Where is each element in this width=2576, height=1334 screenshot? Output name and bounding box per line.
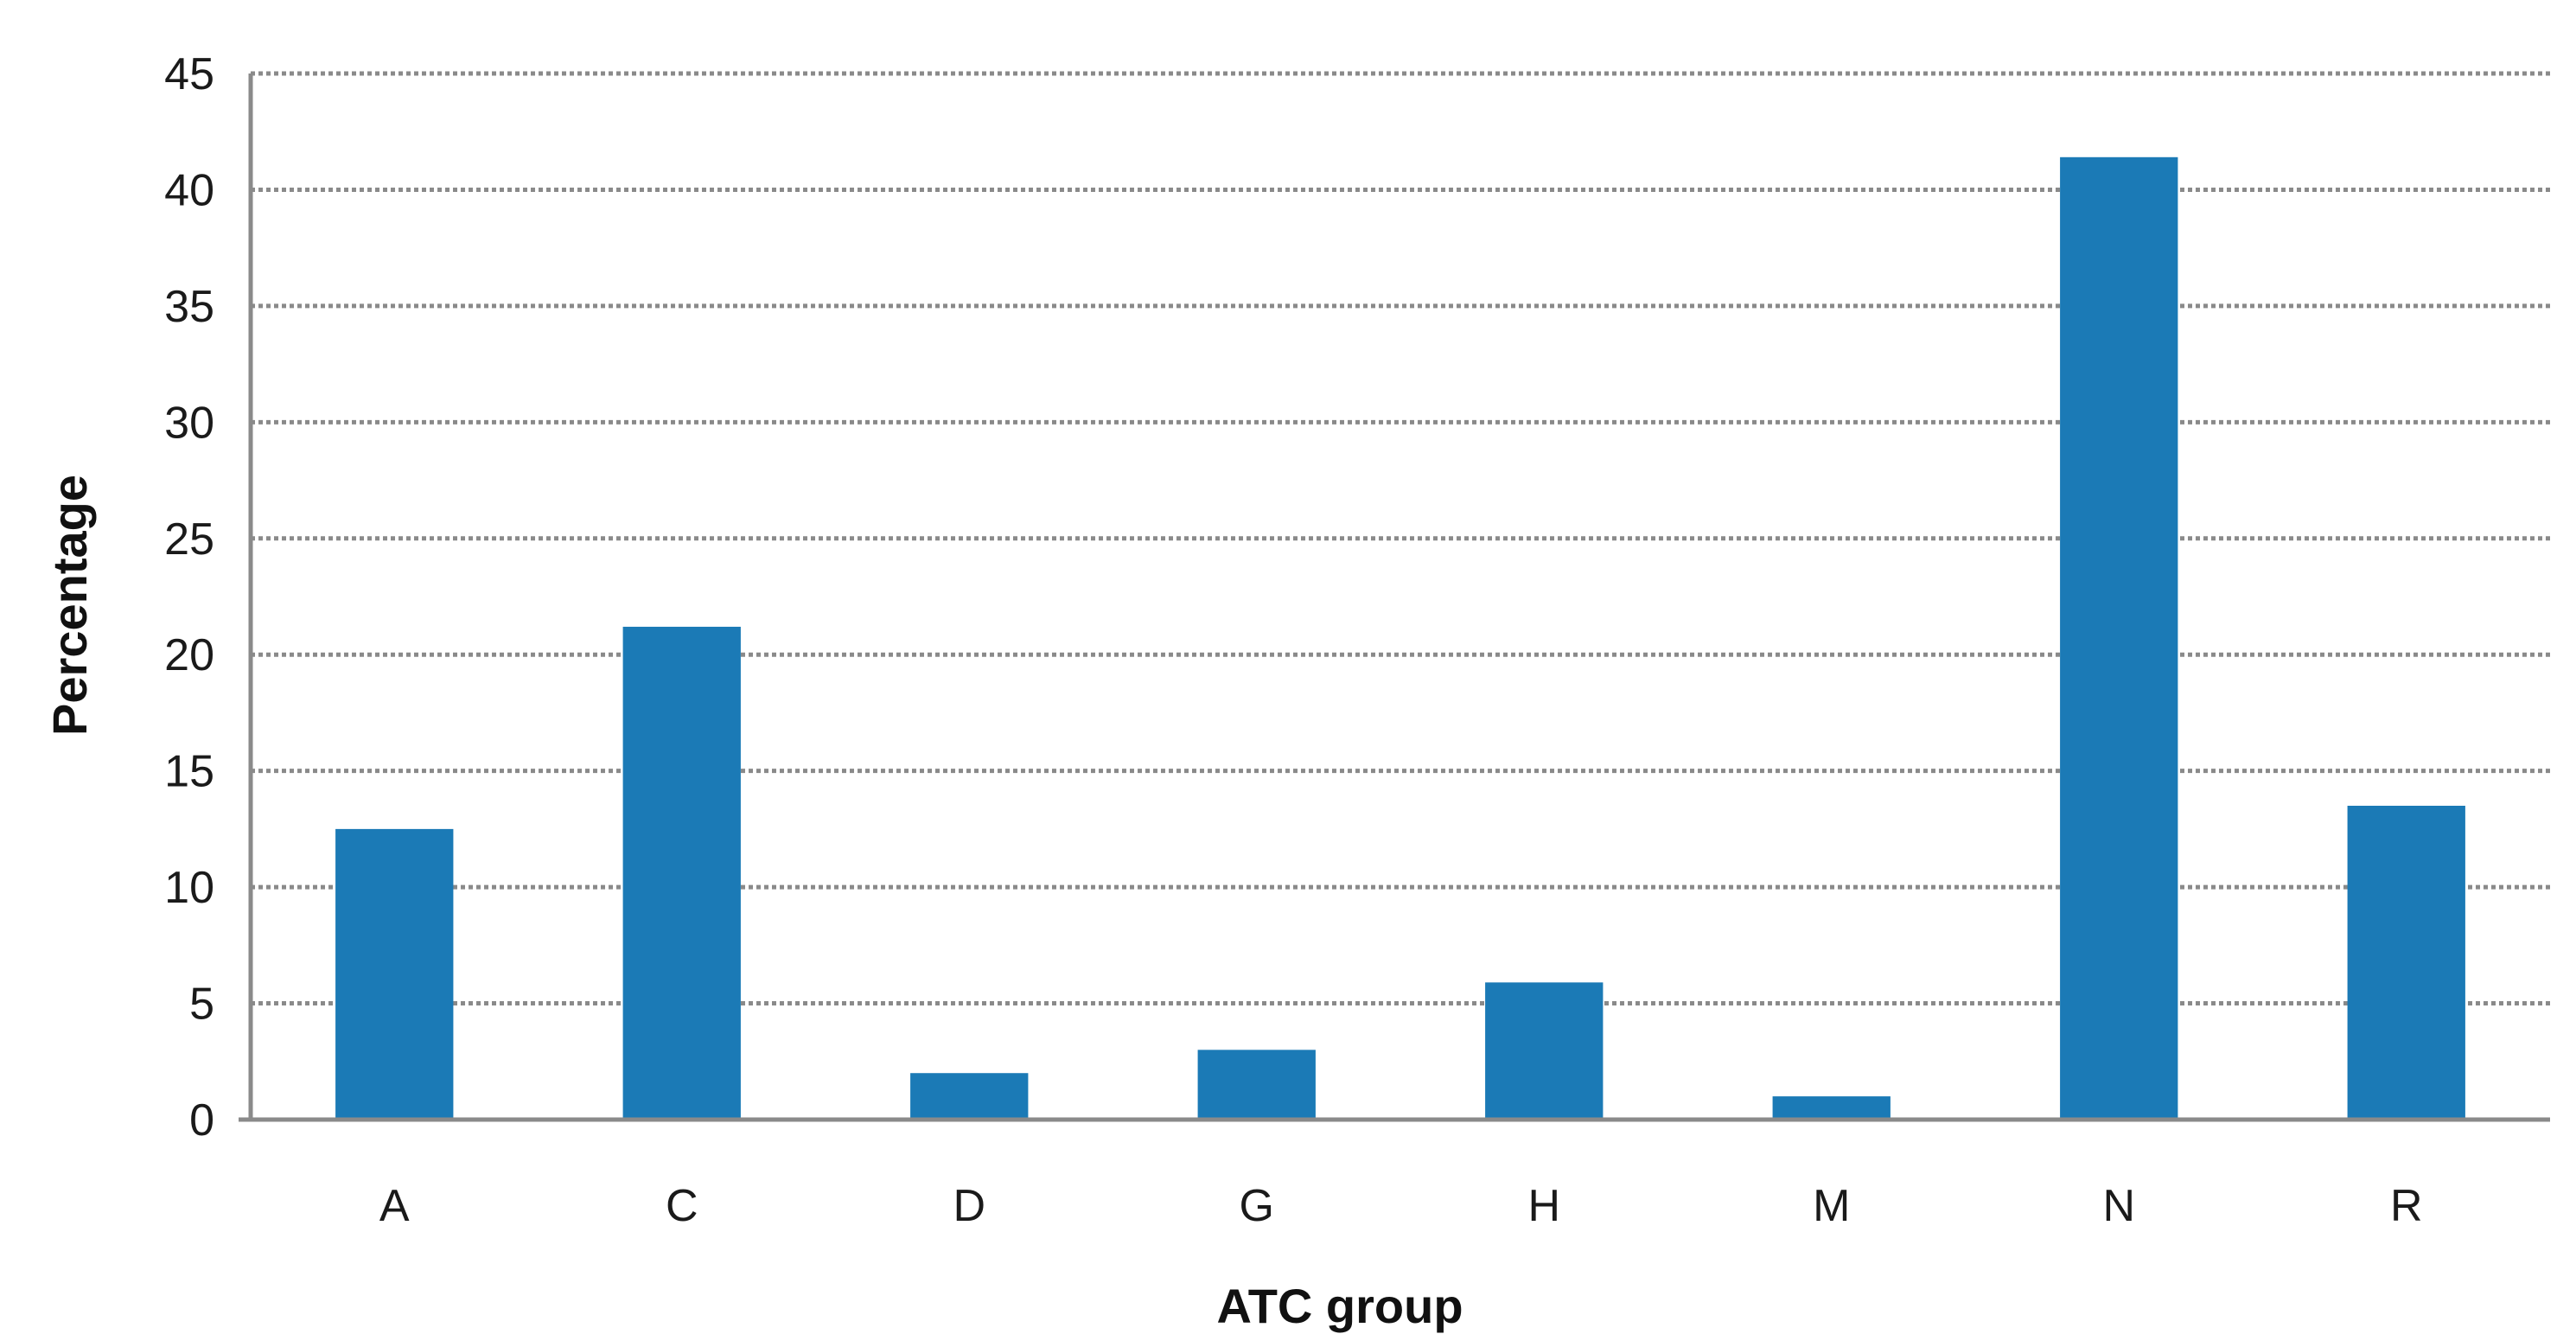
- bar-a: [335, 828, 454, 1120]
- y-tick-label: 35: [164, 282, 214, 332]
- x-tick-label-g: G: [1240, 1181, 1274, 1231]
- gridlines: [251, 71, 2550, 1006]
- y-tick-label: 25: [164, 514, 214, 565]
- x-axis-title: ATC group: [1216, 1279, 1463, 1333]
- bar-m: [1772, 1096, 1891, 1120]
- y-tick-label: 10: [164, 863, 214, 913]
- x-tick-label-m: M: [1813, 1181, 1850, 1231]
- bar-d: [910, 1073, 1029, 1120]
- x-tick-label-d: D: [953, 1181, 985, 1231]
- bar-h: [1485, 982, 1604, 1120]
- x-tick-label-r: R: [2390, 1181, 2423, 1231]
- y-tick-label: 15: [164, 747, 214, 797]
- x-tick-label-h: H: [1527, 1181, 1560, 1231]
- x-tick-label-n: N: [2102, 1181, 2135, 1231]
- bar-c: [622, 626, 741, 1120]
- y-tick-label: 5: [189, 980, 214, 1030]
- y-tick-label: 20: [164, 630, 214, 680]
- y-tick-label: 30: [164, 398, 214, 448]
- y-tick-label: 40: [164, 165, 214, 215]
- x-tick-label-a: A: [379, 1181, 410, 1231]
- bar-r: [2347, 806, 2465, 1120]
- bar-g: [1197, 1050, 1316, 1120]
- y-tick-labels: 0 5 10 15 20 25 30 35 40 45: [164, 49, 214, 1146]
- bar-n: [2060, 156, 2178, 1120]
- x-tick-label-c: C: [666, 1181, 698, 1231]
- y-tick-label: 45: [164, 49, 214, 99]
- y-tick-label: 0: [189, 1095, 214, 1146]
- y-axis-title: Percentage: [42, 475, 97, 736]
- bars: [335, 156, 2465, 1120]
